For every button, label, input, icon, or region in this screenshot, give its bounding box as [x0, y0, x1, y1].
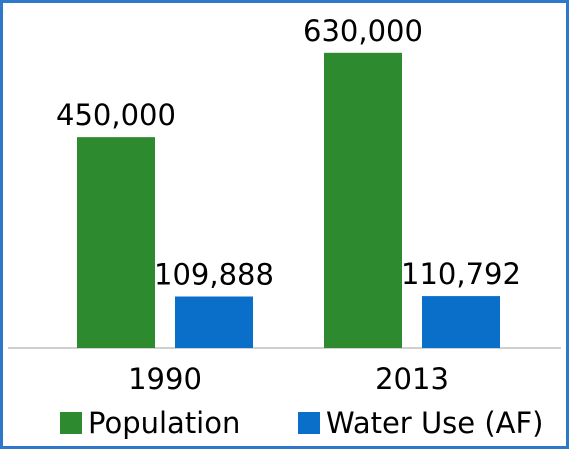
bar-water-use-af-2013: [422, 296, 500, 348]
data-label: 450,000: [56, 98, 176, 132]
x-tick-label: 1990: [128, 362, 202, 396]
x-tick-label: 2013: [375, 362, 449, 396]
legend-swatch: [298, 412, 320, 434]
legend-label: Water Use (AF): [326, 406, 544, 440]
bar-population-1990: [77, 137, 155, 348]
legend-swatch: [60, 412, 82, 434]
legend-label: Population: [88, 406, 240, 440]
data-label: 110,792: [401, 257, 521, 291]
bar-population-2013: [324, 52, 402, 349]
bar-water-use-af-1990: [175, 296, 253, 348]
data-label: 109,888: [154, 258, 274, 292]
data-label: 630,000: [303, 14, 423, 48]
